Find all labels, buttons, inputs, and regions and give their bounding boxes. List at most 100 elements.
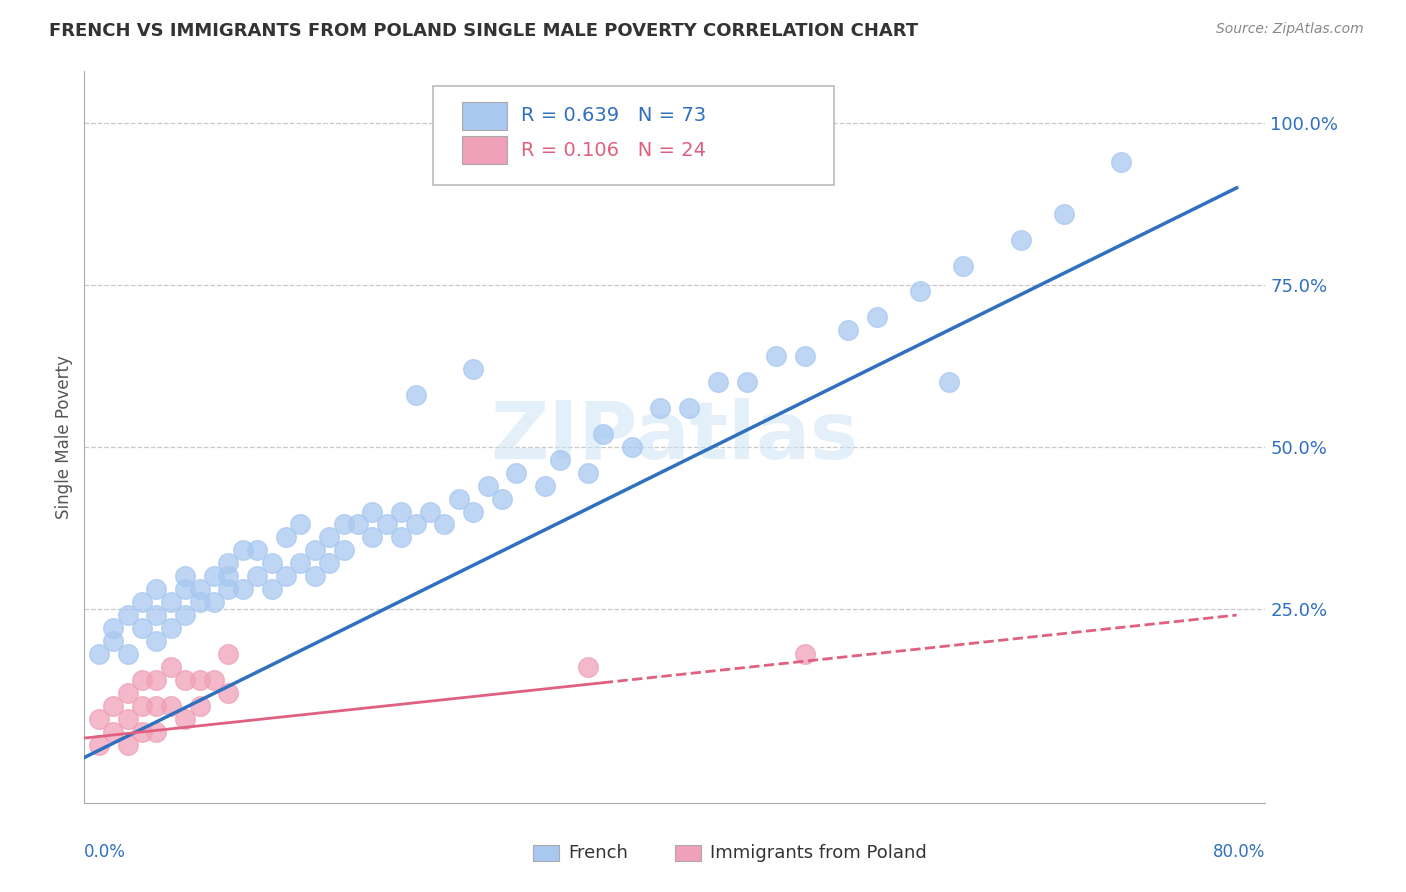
Point (101, 724, 124, 739)
Point (389, 504, 412, 518)
Point (159, 595, 181, 609)
Point (290, 557, 312, 571)
Point (765, 349, 787, 363)
Point (347, 517, 370, 532)
Point (375, 517, 398, 532)
Text: French: French (568, 844, 628, 863)
FancyBboxPatch shape (433, 86, 834, 185)
Point (650, 401, 672, 415)
Point (260, 582, 283, 597)
Point (678, 401, 700, 415)
Text: FRENCH VS IMMIGRANTS FROM POLAND SINGLE MALE POVERTY CORRELATION CHART: FRENCH VS IMMIGRANTS FROM POLAND SINGLE … (49, 22, 918, 40)
Point (131, 595, 153, 609)
Point (735, 375, 758, 389)
Text: 0.0%: 0.0% (84, 843, 127, 861)
Point (952, 259, 974, 273)
Point (419, 504, 441, 518)
Point (217, 582, 239, 597)
Text: Immigrants from Poland: Immigrants from Poland (710, 844, 927, 863)
Point (188, 698, 211, 713)
Point (87, 712, 110, 726)
Y-axis label: Single Male Poverty: Single Male Poverty (55, 355, 73, 519)
Point (174, 712, 197, 726)
Point (1010, 233, 1032, 247)
Point (202, 673, 225, 687)
Point (117, 608, 139, 623)
Point (592, 426, 614, 441)
Point (938, 375, 960, 389)
Point (491, 491, 513, 506)
Point (101, 621, 124, 635)
Point (332, 517, 354, 532)
Point (793, 647, 815, 661)
Point (217, 647, 239, 661)
Point (620, 440, 643, 454)
Point (174, 673, 197, 687)
Point (389, 530, 412, 544)
Point (202, 569, 225, 583)
Point (131, 724, 153, 739)
Point (274, 530, 297, 544)
Point (131, 621, 153, 635)
Point (159, 698, 181, 713)
Bar (533, 846, 560, 862)
Text: R = 0.106   N = 24: R = 0.106 N = 24 (522, 141, 706, 160)
Point (217, 686, 239, 700)
Point (318, 557, 340, 571)
Point (463, 362, 485, 376)
Point (117, 712, 139, 726)
Point (117, 738, 139, 752)
Point (304, 569, 326, 583)
Point (477, 478, 499, 492)
Point (260, 557, 283, 571)
Point (87, 647, 110, 661)
Point (505, 466, 527, 480)
Text: ZIPatlas: ZIPatlas (491, 398, 859, 476)
Point (188, 673, 211, 687)
Point (534, 478, 557, 492)
Text: R = 0.639   N = 73: R = 0.639 N = 73 (522, 106, 706, 126)
Point (217, 557, 239, 571)
Point (548, 452, 571, 467)
Point (405, 388, 427, 402)
Point (433, 517, 456, 532)
Point (131, 673, 153, 687)
Text: 80.0%: 80.0% (1213, 843, 1265, 861)
Point (246, 543, 269, 558)
Text: Source: ZipAtlas.com: Source: ZipAtlas.com (1216, 22, 1364, 37)
Point (159, 621, 181, 635)
Point (174, 582, 197, 597)
Point (290, 517, 312, 532)
Point (159, 660, 181, 674)
Point (361, 504, 384, 518)
Point (865, 310, 887, 325)
Point (145, 698, 167, 713)
Bar (675, 846, 700, 862)
Point (332, 543, 354, 558)
Point (447, 491, 470, 506)
Point (837, 323, 859, 337)
Point (1053, 207, 1076, 221)
Point (463, 504, 485, 518)
Point (578, 466, 600, 480)
Point (174, 569, 197, 583)
Point (304, 543, 326, 558)
Point (188, 582, 211, 597)
Point (246, 569, 269, 583)
Point (131, 698, 153, 713)
Point (101, 698, 124, 713)
Point (117, 647, 139, 661)
Point (145, 673, 167, 687)
Point (188, 595, 211, 609)
Point (145, 608, 167, 623)
Point (145, 634, 167, 648)
Point (361, 530, 384, 544)
Point (145, 582, 167, 597)
Point (101, 634, 124, 648)
Bar (463, 136, 508, 164)
Point (202, 595, 225, 609)
Point (217, 569, 239, 583)
Point (145, 724, 167, 739)
Point (793, 349, 815, 363)
Point (232, 543, 254, 558)
